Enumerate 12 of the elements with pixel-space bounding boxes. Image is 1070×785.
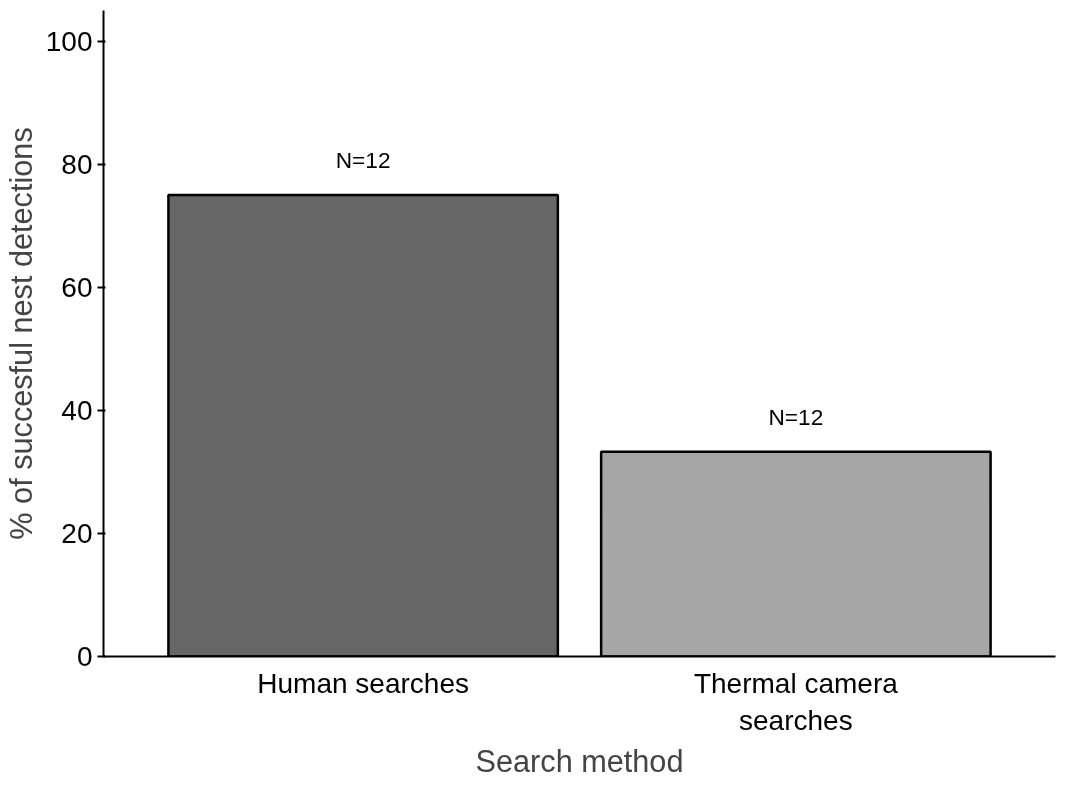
- y-tick-label: 40: [61, 394, 93, 426]
- x-tick-label: Human searches: [257, 667, 469, 699]
- x-axis-title: Search method: [475, 743, 684, 778]
- y-tick-label: 20: [61, 517, 93, 549]
- y-tick-label: 100: [45, 25, 93, 57]
- y-tick-label: 60: [61, 271, 93, 303]
- y-tick-label: 0: [76, 641, 93, 672]
- annotation: N=12: [768, 403, 824, 430]
- y-tick-label: 80: [61, 148, 93, 180]
- annotation: N=12: [335, 147, 391, 174]
- y-axis-title: % of succesful nest detections: [3, 127, 38, 540]
- x-tick-label: Thermal camera searches: [693, 667, 899, 736]
